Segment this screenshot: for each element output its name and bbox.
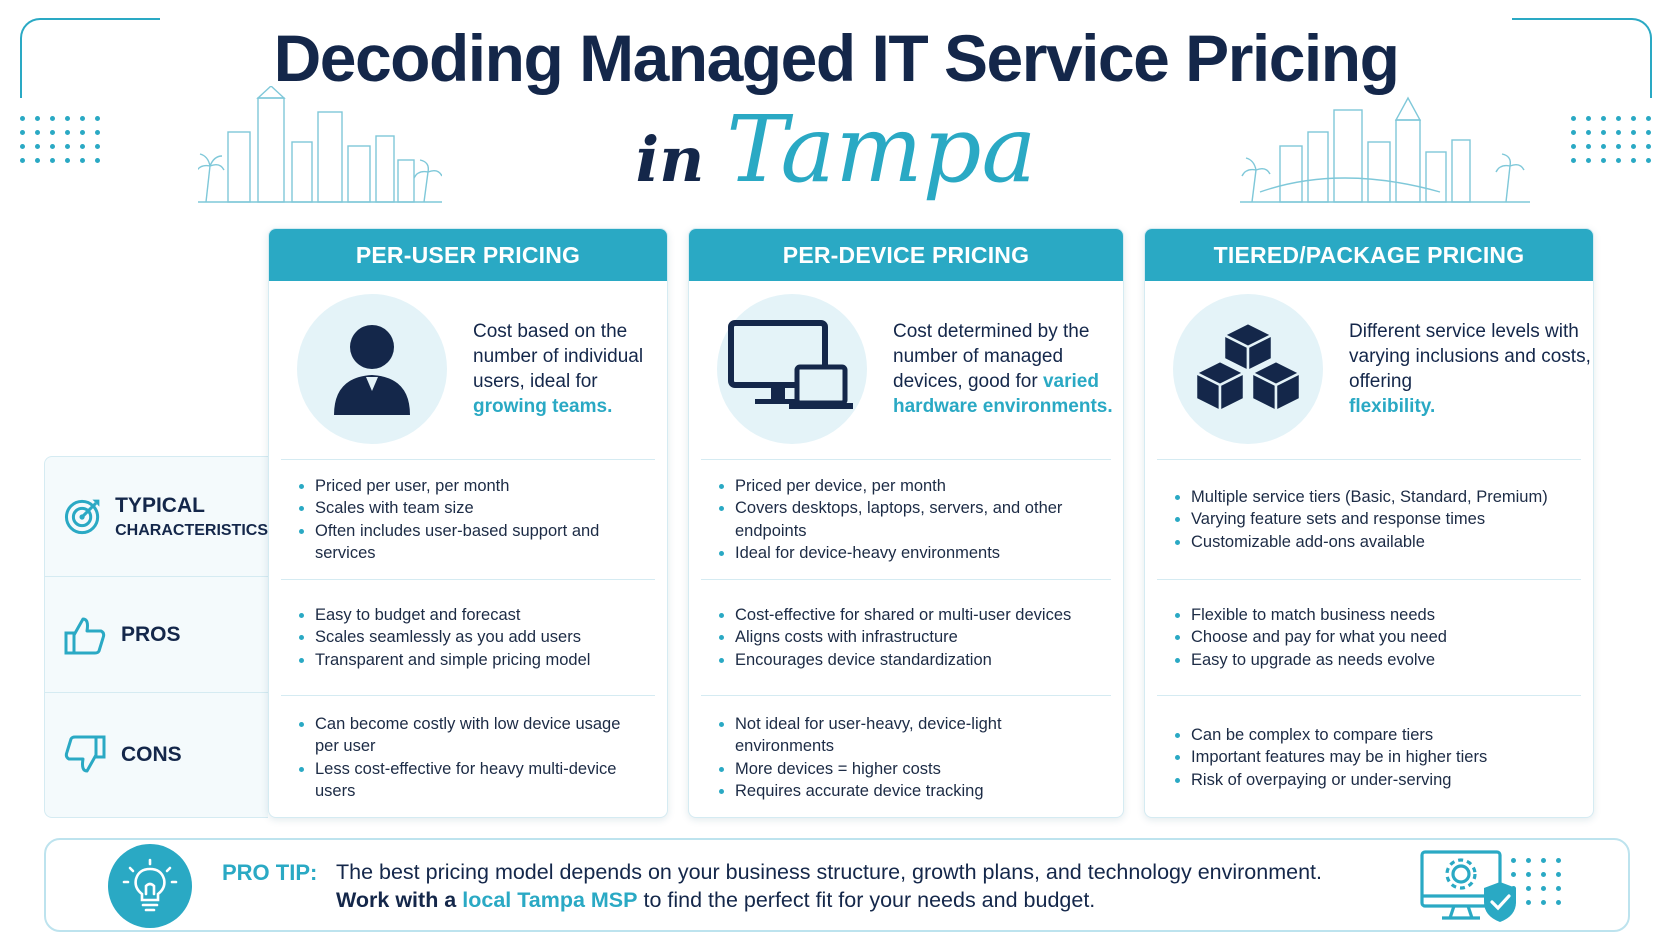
characteristics-section: Multiple service tiers (Basic, Standard,… xyxy=(1157,459,1581,579)
list-item: Customizable add-ons available xyxy=(1171,531,1548,554)
list-item: Ideal for device-heavy environments xyxy=(715,542,1097,565)
row-label-pros: PROS xyxy=(45,577,268,693)
list-item: Not ideal for user-heavy, device-light e… xyxy=(715,713,1097,758)
icon-circle xyxy=(297,294,447,444)
column-description: Different service levels with varying in… xyxy=(1349,319,1593,419)
column-header: PER-USER PRICING xyxy=(269,229,667,281)
list-item: Encourages device standardization xyxy=(715,649,1071,672)
column-description: Cost based on the number of individual u… xyxy=(473,319,667,419)
list-item: Cost-effective for shared or multi-user … xyxy=(715,604,1071,627)
cons-section: Not ideal for user-heavy, device-light e… xyxy=(701,695,1111,817)
column-per-user: PER-USER PRICING Cost based on the numbe… xyxy=(268,228,668,818)
skyline-left-icon xyxy=(198,86,442,203)
skyline-right-icon xyxy=(1240,96,1530,203)
page-title: Decoding Managed IT Service Pricing xyxy=(273,21,1400,95)
column-summary: Cost based on the number of individual u… xyxy=(269,281,667,457)
description-highlight: varied hardware environments. xyxy=(893,371,1113,417)
corner-frame-left xyxy=(20,18,160,98)
pro-tip-bold: Work with a xyxy=(336,888,457,912)
pro-tip-line-1: The best pricing model depends on your b… xyxy=(336,860,1322,884)
corner-frame-right xyxy=(1512,18,1652,98)
dot-pattern-right xyxy=(1571,116,1652,163)
list-item: Scales seamlessly as you add users xyxy=(295,626,590,649)
pro-tip-highlight: local Tampa MSP xyxy=(462,888,638,912)
column-tiered: TIERED/PACKAGE PRICING Different service… xyxy=(1144,228,1594,818)
icon-circle xyxy=(1173,294,1323,444)
pro-tip-banner: PRO TIP: The best pricing model depends … xyxy=(44,838,1630,932)
subtitle-city: Tampa xyxy=(726,96,1037,203)
pro-tip-rest: to find the perfect fit for your needs a… xyxy=(643,888,1096,912)
list-item: Transparent and simple pricing model xyxy=(295,649,590,672)
description-text: Different service levels with varying in… xyxy=(1349,321,1591,392)
label-cons: CONS xyxy=(121,743,182,766)
column-summary: Different service levels with varying in… xyxy=(1145,281,1593,457)
list-item: Flexible to match business needs xyxy=(1171,604,1447,627)
subtitle-in: in xyxy=(635,123,705,196)
list-item: Risk of overpaying or under-serving xyxy=(1171,769,1487,792)
list-item: Important features may be in higher tier… xyxy=(1171,746,1487,769)
column-header: TIERED/PACKAGE PRICING xyxy=(1145,229,1593,281)
list-item: Priced per user, per month xyxy=(295,475,641,498)
cons-section: Can be complex to compare tiers Importan… xyxy=(1157,695,1581,817)
list-item: Easy to upgrade as needs evolve xyxy=(1171,649,1447,672)
devices-icon xyxy=(728,320,853,409)
list-item: Covers desktops, laptops, servers, and o… xyxy=(715,497,1097,542)
monitor-shield-icon xyxy=(1420,850,1516,922)
description-highlight: flexibility. xyxy=(1349,396,1436,417)
cubes-icon xyxy=(1194,321,1302,413)
list-item: Can become costly with low device usage … xyxy=(295,713,641,758)
column-summary: Cost determined by the number of managed… xyxy=(689,281,1123,457)
list-item: Choose and pay for what you need xyxy=(1171,626,1447,649)
icon-circle xyxy=(717,294,867,444)
list-item: Less cost-effective for heavy multi-devi… xyxy=(295,758,641,803)
pro-tip-label: PRO TIP: xyxy=(222,860,318,885)
page-subtitle: in Tampa xyxy=(0,96,1672,203)
list-item: More devices = higher costs xyxy=(715,758,1097,781)
dot-pattern-left xyxy=(20,116,101,163)
row-label-characteristics: TYPICAL CHARACTERISTICS xyxy=(45,457,268,577)
label-typical: TYPICAL xyxy=(115,493,205,517)
list-item: Often includes user-based support and se… xyxy=(295,520,641,565)
characteristics-section: Priced per device, per month Covers desk… xyxy=(701,459,1111,579)
dot-pattern-bottom xyxy=(1511,858,1562,905)
list-item: Scales with team size xyxy=(295,497,641,520)
cons-section: Can become costly with low device usage … xyxy=(281,695,655,817)
row-labels-panel: TYPICAL CHARACTERISTICS PROS CONS xyxy=(44,456,268,818)
pros-section: Cost-effective for shared or multi-user … xyxy=(701,579,1111,695)
thumbs-up-icon xyxy=(64,617,106,654)
column-description: Cost determined by the number of managed… xyxy=(893,319,1123,419)
row-label-cons: CONS xyxy=(45,693,268,817)
pros-section: Flexible to match business needs Choose … xyxy=(1157,579,1581,695)
thumbs-down-icon xyxy=(64,735,106,773)
description-text: Cost determined by the number of managed… xyxy=(893,321,1090,392)
label-pros: PROS xyxy=(121,622,181,646)
pro-tip-line-2: Work with a local Tampa MSP to find the … xyxy=(336,888,1095,913)
description-highlight: growing teams. xyxy=(473,396,613,417)
list-item: Aligns costs with infrastructure xyxy=(715,626,1071,649)
list-item: Easy to budget and forecast xyxy=(295,604,590,627)
column-header: PER-DEVICE PRICING xyxy=(689,229,1123,281)
description-text: Cost based on the number of individual u… xyxy=(473,321,644,392)
list-item: Requires accurate device tracking xyxy=(715,780,1097,803)
lightbulb-icon xyxy=(108,844,192,928)
list-item: Multiple service tiers (Basic, Standard,… xyxy=(1171,486,1548,509)
list-item: Varying feature sets and response times xyxy=(1171,508,1548,531)
target-icon xyxy=(64,499,100,534)
user-icon xyxy=(334,325,410,415)
list-item: Priced per device, per month xyxy=(715,475,1097,498)
characteristics-section: Priced per user, per month Scales with t… xyxy=(281,459,655,579)
column-per-device: PER-DEVICE PRICING Cost determined by th… xyxy=(688,228,1124,818)
list-item: Can be complex to compare tiers xyxy=(1171,724,1487,747)
pros-section: Easy to budget and forecast Scales seaml… xyxy=(281,579,655,695)
label-characteristics: CHARACTERISTICS xyxy=(115,521,268,539)
